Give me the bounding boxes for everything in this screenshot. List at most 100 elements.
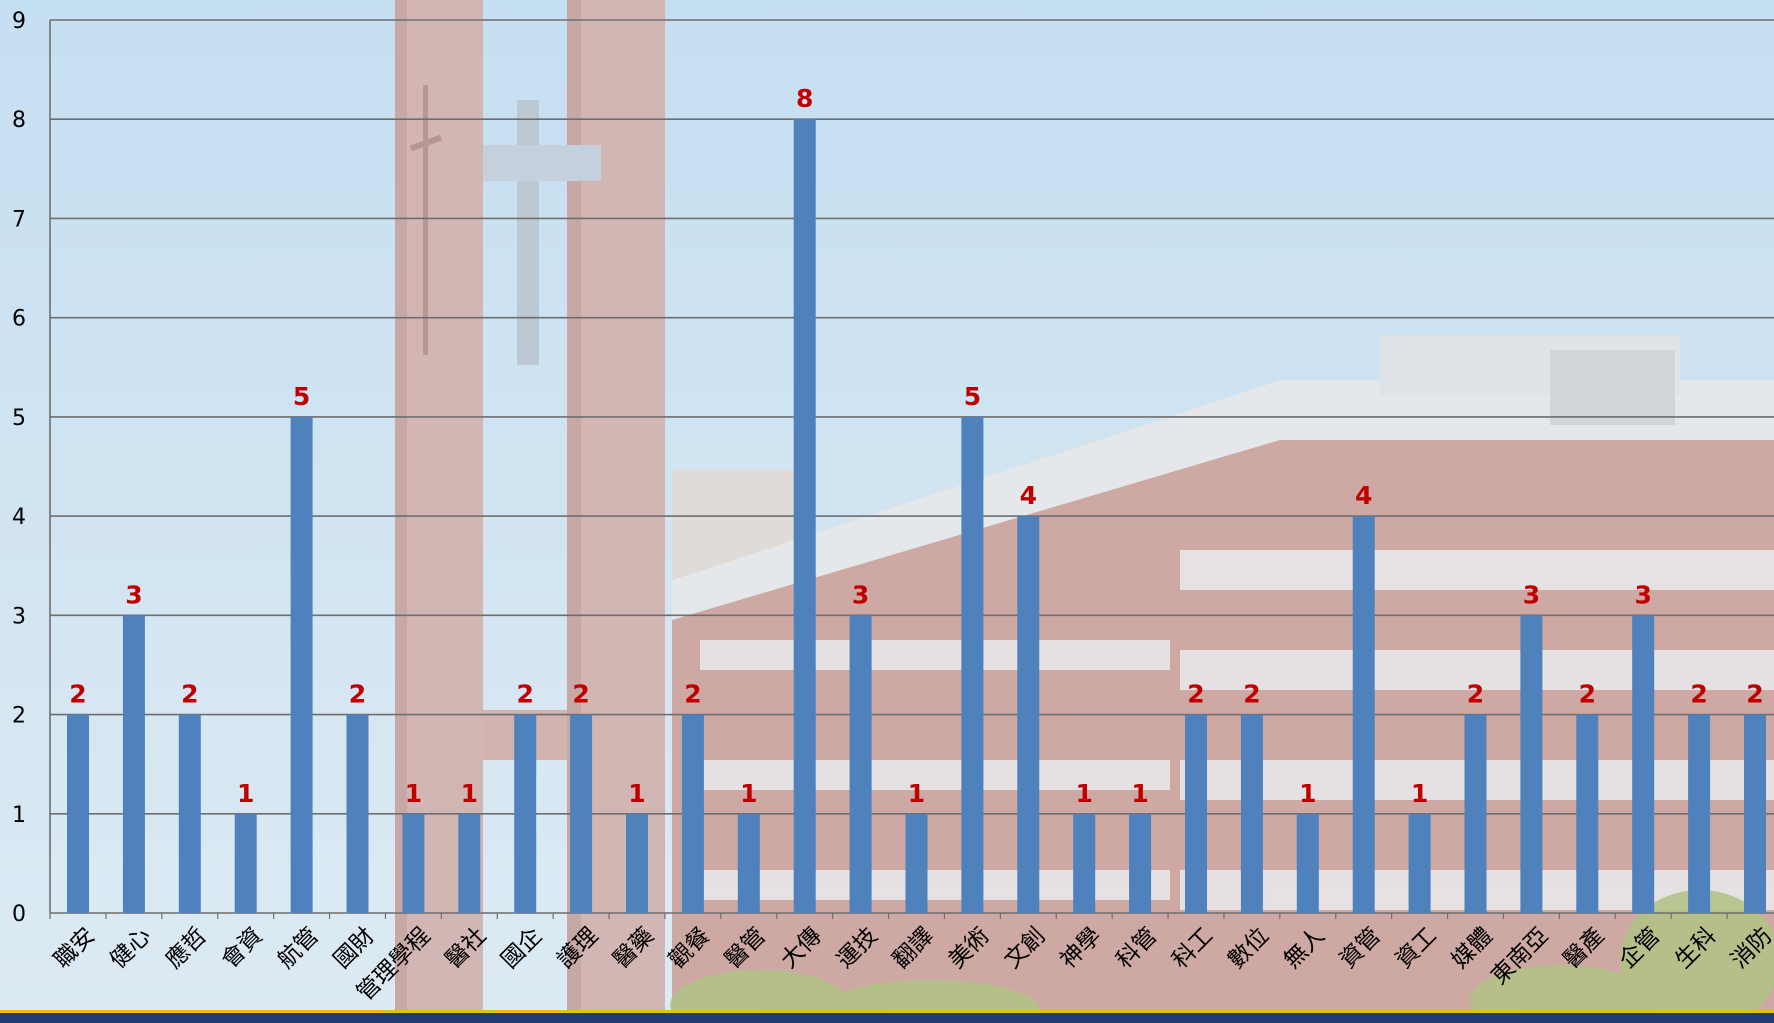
data-label: 1 bbox=[1299, 779, 1316, 808]
x-tick-label: 東南亞 bbox=[1486, 923, 1553, 990]
y-tick-label: 1 bbox=[12, 803, 26, 828]
x-tick-label: 國財 bbox=[329, 923, 380, 974]
x-tick-label: 健心 bbox=[105, 923, 156, 974]
bar bbox=[737, 813, 760, 913]
bar bbox=[1688, 714, 1711, 913]
data-label: 2 bbox=[1746, 680, 1763, 709]
data-labels: 2 3 2 1 5 2 1 1 2 2 1 2 1 8 3 1 5 4 1 1 2 2 1 4 1 2 3 2 3 2 2 bbox=[69, 84, 1763, 808]
x-tick-label: 翻譯 bbox=[888, 923, 939, 974]
bar bbox=[290, 416, 313, 913]
y-tick-label: 4 bbox=[12, 505, 26, 530]
bar bbox=[626, 813, 648, 913]
x-tick-label: 神學 bbox=[1056, 923, 1107, 974]
bar bbox=[402, 813, 425, 913]
bar bbox=[1632, 615, 1655, 913]
data-label: 1 bbox=[461, 779, 478, 808]
data-label: 2 bbox=[181, 680, 198, 709]
x-tick-label: 護理 bbox=[552, 923, 603, 974]
bar bbox=[681, 714, 704, 913]
bar bbox=[905, 813, 928, 913]
x-tick-label: 職安 bbox=[49, 923, 100, 974]
x-tick-label: 醫管 bbox=[720, 923, 771, 974]
x-tick-label: 消防 bbox=[1726, 923, 1774, 974]
data-label: 3 bbox=[125, 580, 142, 609]
bar bbox=[1744, 714, 1766, 913]
x-tick-label: 科工 bbox=[1167, 923, 1218, 974]
x-tick-label: 航管 bbox=[273, 923, 324, 974]
bar bbox=[67, 714, 89, 913]
data-label: 4 bbox=[1355, 481, 1372, 510]
x-tick-label: 國企 bbox=[497, 923, 548, 974]
y-tick-label: 6 bbox=[12, 307, 26, 332]
data-label: 3 bbox=[1634, 580, 1651, 609]
data-label: 1 bbox=[1411, 779, 1428, 808]
data-label: 5 bbox=[293, 382, 310, 411]
bar bbox=[1017, 516, 1040, 913]
x-tick-label: 生科 bbox=[1670, 923, 1721, 974]
data-label: 2 bbox=[349, 680, 366, 709]
x-tick-label: 美術 bbox=[944, 923, 995, 974]
y-tick-label: 9 bbox=[12, 9, 26, 34]
y-tick-label: 3 bbox=[12, 604, 26, 629]
data-label: 3 bbox=[1523, 580, 1540, 609]
data-label: 1 bbox=[1131, 779, 1148, 808]
x-tick-label: 醫社 bbox=[441, 923, 492, 974]
x-tick-label: 媒體 bbox=[1447, 923, 1498, 974]
bar bbox=[1185, 714, 1207, 913]
data-label: 2 bbox=[684, 680, 701, 709]
bar bbox=[1408, 813, 1431, 913]
data-label: 1 bbox=[405, 779, 422, 808]
gridlines bbox=[49, 19, 1774, 919]
x-tick-label: 應哲 bbox=[161, 923, 212, 974]
bar bbox=[122, 615, 145, 913]
bar bbox=[1129, 813, 1152, 913]
y-axis-ticks: 0 1 2 3 4 5 6 7 8 9 bbox=[12, 9, 26, 927]
x-tick-label: 數位 bbox=[1223, 923, 1274, 974]
data-label: 1 bbox=[908, 779, 925, 808]
data-label: 2 bbox=[1243, 680, 1260, 709]
data-label: 4 bbox=[1020, 481, 1037, 510]
x-tick-label: 科管 bbox=[1111, 923, 1162, 974]
x-tick-label: 資管 bbox=[1335, 923, 1386, 974]
data-label: 2 bbox=[69, 680, 86, 709]
bar bbox=[1352, 516, 1375, 913]
x-tick-label: 資工 bbox=[1391, 923, 1442, 974]
data-label: 5 bbox=[964, 382, 981, 411]
bar bbox=[346, 714, 369, 913]
x-tick-label: 企管 bbox=[1615, 923, 1666, 974]
data-label: 1 bbox=[237, 779, 254, 808]
bar bbox=[1296, 813, 1319, 913]
y-tick-label: 5 bbox=[12, 406, 26, 431]
bar bbox=[570, 714, 593, 913]
x-tick-label: 觀餐 bbox=[664, 923, 715, 974]
y-tick-label: 2 bbox=[12, 704, 26, 729]
bar bbox=[1576, 714, 1599, 913]
data-label: 1 bbox=[740, 779, 757, 808]
x-tick-label: 醫產 bbox=[1559, 923, 1610, 974]
data-label: 1 bbox=[628, 779, 645, 808]
x-tick-label: 醫藥 bbox=[608, 923, 659, 974]
data-label: 2 bbox=[1467, 680, 1484, 709]
y-tick-label: 0 bbox=[12, 902, 26, 927]
bar bbox=[178, 714, 201, 913]
bar bbox=[961, 416, 984, 913]
x-tick-label: 大傳 bbox=[776, 923, 827, 974]
data-label: 2 bbox=[1579, 680, 1596, 709]
bar bbox=[234, 813, 257, 913]
data-label: 2 bbox=[1187, 680, 1204, 709]
bar bbox=[793, 119, 816, 913]
data-label: 2 bbox=[1690, 680, 1707, 709]
bar bbox=[514, 714, 537, 913]
bar bbox=[849, 615, 872, 913]
bar bbox=[458, 813, 481, 913]
x-tick-label: 文創 bbox=[1000, 923, 1051, 974]
data-label: 8 bbox=[796, 84, 813, 113]
data-label: 1 bbox=[1075, 779, 1092, 808]
x-tick-label: 無人 bbox=[1279, 923, 1330, 974]
bottom-band bbox=[0, 1010, 1774, 1023]
bars bbox=[67, 119, 1766, 913]
data-label: 2 bbox=[516, 680, 533, 709]
data-label: 2 bbox=[572, 680, 589, 709]
